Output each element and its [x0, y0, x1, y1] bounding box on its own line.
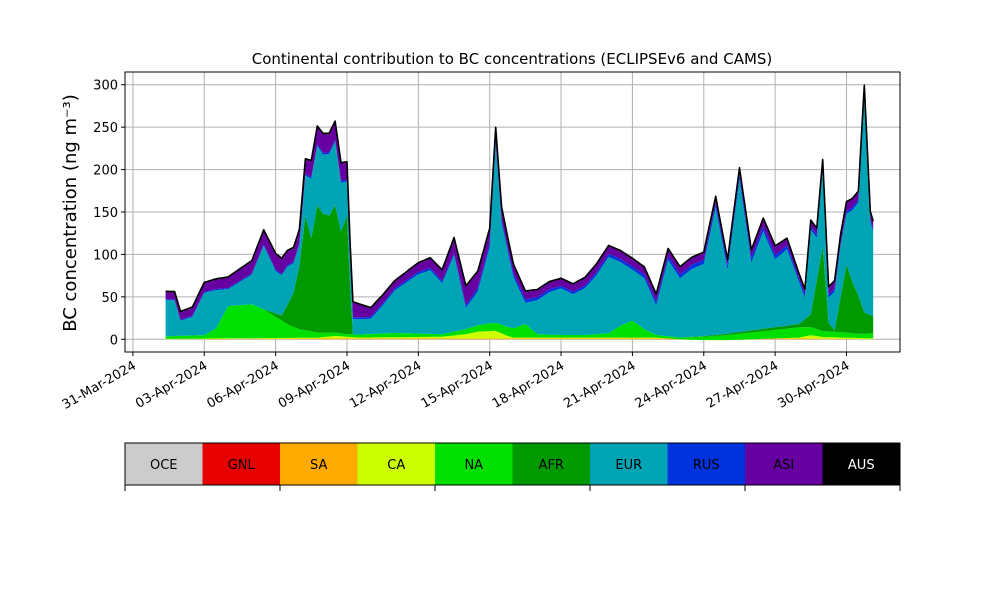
- legend-swatch-rus: [667, 443, 745, 485]
- legend-label-gnl: GNL: [228, 458, 256, 473]
- x-tick-label: 21-Apr-2024: [561, 358, 638, 411]
- legend-label-sa: SA: [310, 458, 327, 473]
- x-tick-label: 09-Apr-2024: [276, 358, 353, 411]
- x-tick-label: 06-Apr-2024: [205, 358, 282, 411]
- legend-label-asi: ASI: [773, 458, 794, 473]
- area-na: [165, 304, 874, 341]
- y-tick-label: 0: [110, 333, 118, 348]
- x-tick-label: 18-Apr-2024: [490, 358, 567, 411]
- x-tick-label: 30-Apr-2024: [775, 358, 852, 411]
- legend-label-eur: EUR: [615, 458, 642, 473]
- legend-label-afr: AFR: [539, 458, 564, 473]
- legend-swatch-gnl: [202, 443, 280, 485]
- legend-swatch-oce: [125, 443, 203, 485]
- y-tick-label: 300: [93, 79, 118, 94]
- stacked-areas: [165, 85, 874, 341]
- y-tick-label: 100: [93, 248, 118, 263]
- x-tick-label: 15-Apr-2024: [419, 358, 496, 411]
- legend-swatch-ca: [357, 443, 435, 485]
- legend-swatch-sa: [280, 443, 358, 485]
- area-ca: [165, 330, 874, 341]
- x-tick-label: 27-Apr-2024: [704, 358, 781, 411]
- legend-label-ca: CA: [387, 458, 405, 473]
- area-rus: [165, 93, 874, 321]
- legend-label-aus: AUS: [848, 458, 875, 473]
- x-tick-label: 31-Mar-2024: [60, 358, 139, 412]
- legend-swatch-afr: [512, 443, 590, 485]
- y-axis: 0 50 100 150 200 250 300: [93, 79, 125, 348]
- legend-label-rus: RUS: [693, 458, 720, 473]
- legend-colorbar: OCE GNL SA CA NA AFR EUR RUS ASI AUS: [124, 442, 901, 491]
- y-tick-label: 200: [93, 164, 118, 179]
- total-concentration-line: [165, 84, 874, 313]
- x-tick-label: 12-Apr-2024: [347, 358, 424, 411]
- area-asi: [165, 86, 874, 320]
- area-afr: [165, 205, 874, 338]
- y-tick-label: 250: [93, 121, 118, 136]
- legend-swatch-asi: [745, 443, 823, 485]
- x-tick-label: 03-Apr-2024: [133, 358, 210, 411]
- legend-swatch-aus: [822, 443, 900, 485]
- legend-label-oce: OCE: [150, 458, 178, 473]
- legend-swatch-eur: [590, 443, 668, 485]
- y-tick-label: 150: [93, 206, 118, 221]
- x-tick-label: 24-Apr-2024: [633, 358, 710, 411]
- y-tick-label: 50: [101, 291, 118, 306]
- legend-label-na: NA: [464, 458, 483, 473]
- y-axis-label: BC concentration (ng m⁻³): [60, 94, 81, 332]
- legend-frame: [124, 442, 901, 486]
- area-eur: [165, 96, 874, 338]
- legend-swatch-na: [435, 443, 513, 485]
- x-axis: 31-Mar-202403-Apr-202406-Apr-202409-Apr-…: [60, 352, 852, 413]
- chart-title: Continental contribution to BC concentra…: [252, 50, 773, 68]
